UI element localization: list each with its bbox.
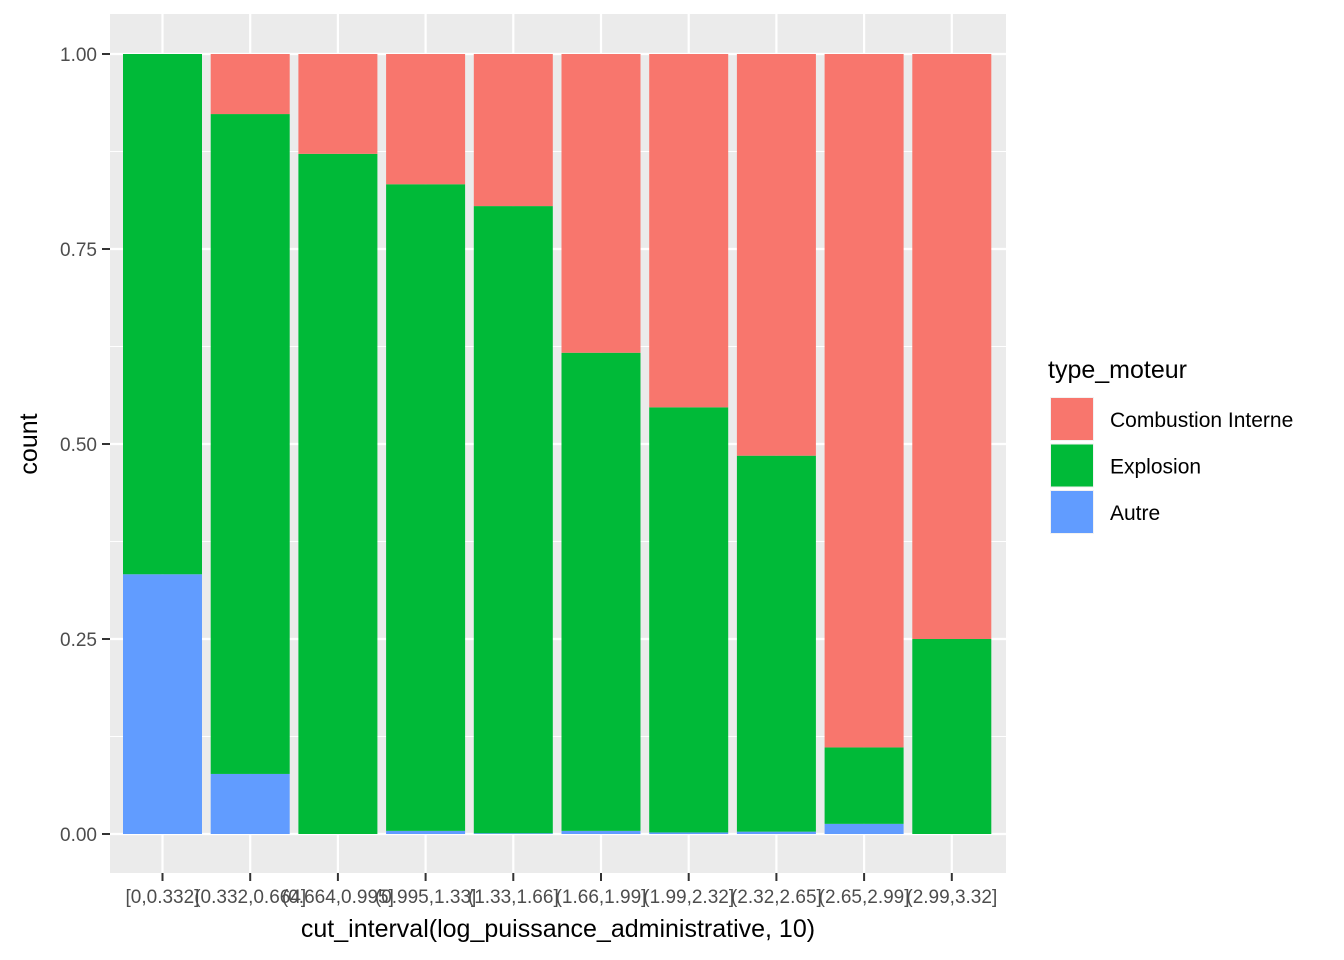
legend-key (1051, 444, 1093, 487)
legend-label: Explosion (1110, 456, 1201, 479)
bar-segment (912, 639, 992, 834)
y-tick-label: 0.75 (60, 240, 97, 261)
y-tick-label: 0.00 (60, 825, 97, 846)
legend-key (1051, 398, 1093, 440)
bar-segment (736, 455, 816, 832)
bar-segment (473, 833, 553, 834)
bar-segment (210, 773, 290, 834)
bar-segment (123, 54, 202, 575)
x-tick-label: (2.99,3.32] (906, 887, 997, 908)
bar-segment (386, 54, 466, 185)
legend-title: type_moteur (1048, 356, 1187, 384)
bar-segment (912, 54, 992, 639)
x-tick-label: [0,0.332] (126, 887, 200, 908)
x-tick-label: (1.33,1.66] (468, 887, 559, 908)
bar-segment (824, 54, 904, 748)
bar-segment (386, 184, 466, 831)
bar-segment (210, 114, 290, 774)
bar-segment (649, 407, 729, 833)
bar-segment (123, 574, 202, 834)
legend-key (1051, 491, 1093, 533)
x-tick-label: (2.65,2.99] (819, 887, 910, 908)
bar-segment (298, 153, 378, 835)
bar-segment (561, 352, 641, 831)
bar-segment (649, 54, 729, 408)
x-axis-title: cut_interval(log_puissance_administrativ… (301, 915, 815, 943)
y-tick-label: 1.00 (60, 45, 97, 66)
bar-segment (649, 832, 729, 834)
bar-segment (561, 830, 641, 834)
y-tick-label: 0.50 (60, 435, 97, 456)
legend-label: Autre (1110, 502, 1160, 525)
y-tick-label: 0.25 (60, 630, 97, 651)
y-axis: 0.00 0.25 0.50 0.75 1.00 (60, 45, 110, 846)
y-axis-title: count (15, 413, 43, 474)
x-tick-label: (1.99,2.32] (643, 887, 734, 908)
bar-segment (824, 823, 904, 834)
bar-segment (210, 54, 290, 115)
bar-segment (561, 54, 641, 353)
x-axis: [0,0.332](0.332,0.664](0.664,0.995](0.99… (126, 873, 997, 908)
x-tick-label: (0.332,0.664] (194, 887, 306, 908)
bar-segment (736, 831, 816, 834)
legend: type_moteur Combustion Interne Explosion A… (1048, 356, 1293, 534)
legend-label: Combustion Interne (1110, 409, 1293, 432)
bar-segment (298, 54, 378, 154)
x-tick-label: (1.66,1.99] (556, 887, 647, 908)
bar-segment (736, 54, 816, 456)
x-tick-label: (0.995,1.33] (375, 887, 476, 908)
x-tick-label: (2.32,2.65] (731, 887, 822, 908)
bar-segment (386, 830, 466, 834)
bars (123, 54, 992, 835)
bar-segment (473, 54, 553, 207)
x-tick-label: (0.664,0.995] (282, 887, 394, 908)
bar-segment (473, 206, 553, 834)
bar-segment (824, 747, 904, 824)
